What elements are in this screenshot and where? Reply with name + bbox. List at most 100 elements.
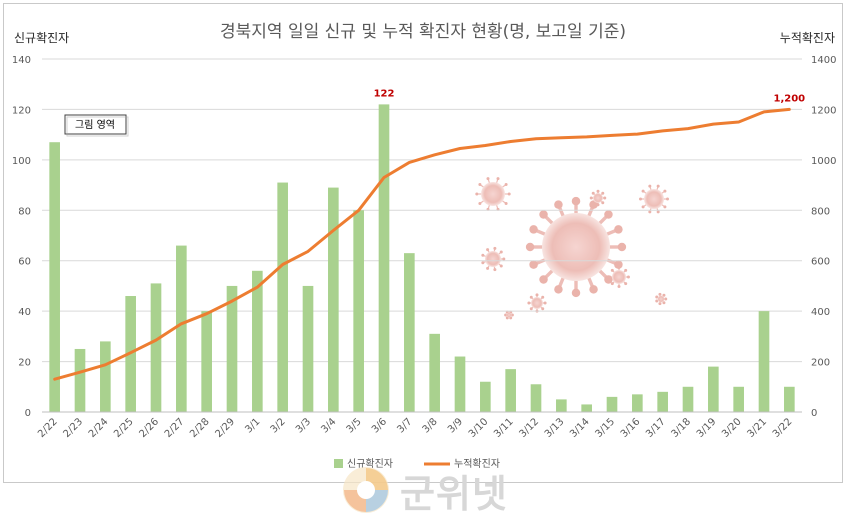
line-point — [535, 137, 537, 140]
virus-spike-tip — [589, 200, 598, 209]
virus-icon — [475, 177, 511, 211]
virus-spike-tip — [510, 313, 514, 317]
x-tick-label: 3/16 — [619, 416, 643, 440]
tooltip-label: 그림 영역 — [75, 119, 115, 131]
line-point — [155, 339, 157, 341]
line-point — [611, 134, 613, 137]
virus-spike-tip — [663, 189, 667, 193]
line-point — [661, 130, 664, 132]
line-point — [383, 176, 385, 179]
virus-spike-tip — [571, 288, 581, 298]
virus-body — [506, 312, 512, 318]
x-tick-label: 3/8 — [421, 416, 440, 435]
line-point — [585, 136, 588, 138]
virus-spike-tip — [535, 293, 539, 297]
virus-spike-tip — [499, 250, 503, 254]
virus-spike-tip — [617, 284, 621, 288]
line-series: 122 1,200 — [53, 88, 805, 381]
virus-spike-tip — [624, 268, 628, 272]
line-point — [180, 322, 183, 325]
bar — [252, 270, 263, 412]
x-tick-label: 3/1 — [243, 416, 262, 435]
line-point — [712, 123, 715, 125]
virus-spike-tip — [655, 299, 659, 303]
x-tick-label: 2/24 — [87, 416, 111, 440]
virus-spike-tip — [504, 202, 508, 206]
x-tick-label: 3/9 — [446, 416, 465, 435]
virus-spike-tip — [617, 266, 621, 270]
line-point — [281, 263, 284, 266]
x-tick-label: 3/18 — [669, 416, 693, 440]
virus-spike-tip — [507, 192, 511, 196]
virus-spike-tip — [481, 253, 485, 257]
bar — [454, 356, 466, 412]
watermark-emblem-icon — [343, 467, 389, 513]
virus-spike-tip — [502, 257, 506, 261]
virus-spike-tip — [475, 192, 479, 196]
x-tick-label: 3/3 — [294, 416, 313, 435]
virus-spike-tip — [554, 200, 563, 209]
legend[interactable]: 신규확진자 누적확진자 — [334, 458, 500, 470]
line-point — [737, 121, 740, 123]
virus-spike-tip — [486, 248, 490, 252]
line-point — [53, 378, 56, 381]
virus-spike-tip — [554, 285, 563, 294]
virus-spike-tip — [648, 210, 652, 214]
virus-spike-tip — [662, 301, 666, 305]
x-tick-label: 2/28 — [188, 416, 212, 440]
y-right-tick-label: 1400 — [811, 55, 836, 66]
y-left-tick-label: 120 — [12, 105, 31, 116]
bar — [353, 210, 364, 412]
virus-spike-tip — [541, 295, 545, 299]
virus-spike-tip — [504, 182, 508, 186]
line-point — [484, 144, 487, 147]
line-point — [459, 147, 461, 150]
bar — [632, 394, 643, 412]
chart-area[interactable]: 122 1,200 0 20 40 60 80 100 120 140 0 200 400 600 800… — [3, 3, 843, 483]
bar — [429, 333, 440, 412]
line-point — [79, 371, 81, 373]
virus-spike-tip — [478, 182, 482, 186]
virus-spike-tip — [608, 275, 612, 279]
virus-spike-tip — [614, 260, 623, 269]
virus-body — [542, 213, 610, 281]
virus-body — [485, 251, 501, 267]
virus-spike-tip — [666, 197, 669, 201]
y-left-tick-label: 0 — [25, 408, 31, 419]
virus-spike-tip — [571, 196, 581, 206]
watermark-text: 군위넷 — [400, 471, 508, 516]
virus-spike-tip — [493, 268, 497, 272]
y-left-tick-label: 40 — [18, 307, 31, 318]
x-tick-label: 2/29 — [213, 416, 237, 440]
y-right-tick-label: 400 — [811, 307, 830, 318]
virus-icon — [527, 293, 547, 313]
line-point — [332, 229, 335, 232]
virus-spike-tip — [596, 203, 600, 207]
chart: 122 1,200 0204060801001201400200400600800… — [12, 22, 837, 470]
virus-body — [593, 193, 603, 203]
x-tick-label: 2/23 — [61, 416, 85, 440]
bar — [682, 386, 694, 412]
x-tick-label: 3/2 — [269, 416, 288, 435]
virus-spike-tip — [610, 282, 614, 286]
virus-spike-tip — [493, 246, 497, 250]
virus-spike-tip — [499, 264, 503, 268]
bar — [505, 369, 516, 412]
x-tick-label: 3/6 — [370, 416, 389, 435]
virus-spike-tip — [539, 275, 548, 284]
bar — [784, 386, 795, 412]
x-tick-label: 3/5 — [345, 416, 364, 435]
bar — [758, 311, 770, 412]
line-point — [788, 108, 791, 111]
x-tick-label: 2/25 — [112, 416, 136, 440]
gridlines — [42, 58, 802, 363]
virus-spike-tip — [655, 295, 659, 299]
virus-spike-tip — [529, 225, 538, 234]
virus-spike-tip — [658, 302, 662, 306]
virus-spike-tip — [504, 313, 508, 317]
x-tick-label: 3/21 — [745, 416, 769, 440]
line-point — [104, 364, 107, 366]
bar — [530, 384, 542, 412]
x-tick-label: 2/27 — [163, 416, 187, 440]
